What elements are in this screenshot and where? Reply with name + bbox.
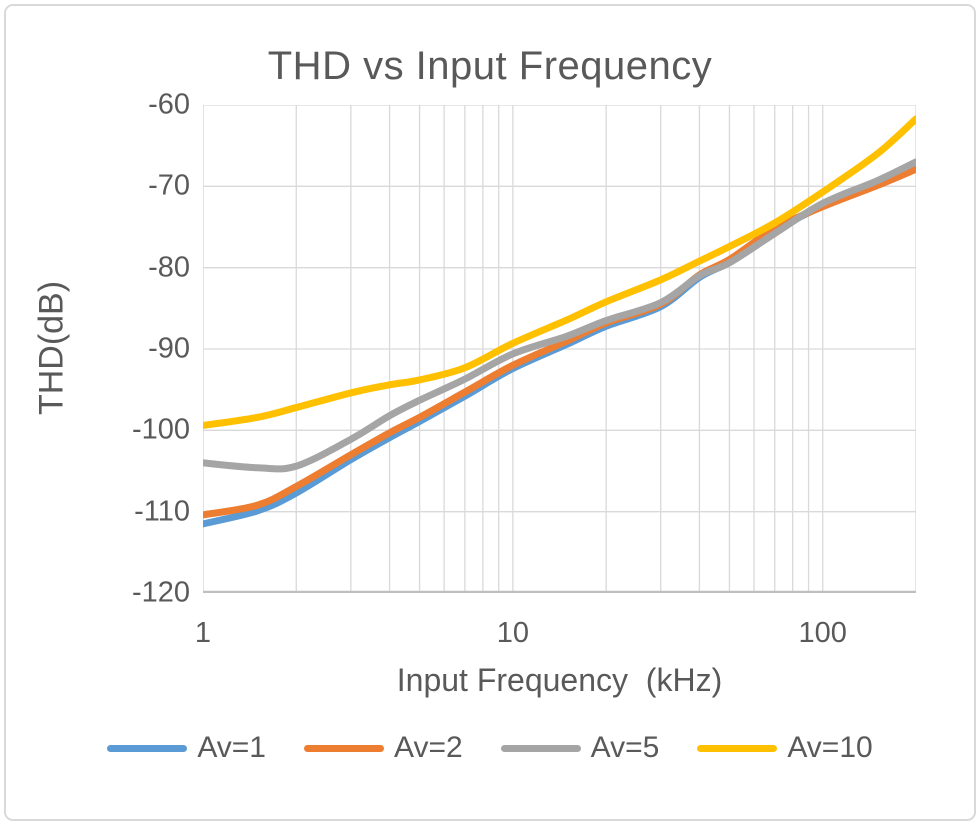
legend-item-av10: Av=10 (697, 731, 873, 765)
series-line-av10 (203, 115, 916, 429)
x-tick-label: 10 (496, 617, 529, 649)
y-tick-label: -120 (131, 576, 190, 609)
chart-title: THD vs Input Frequency (267, 44, 713, 88)
legend-label: Av=2 (393, 731, 463, 764)
chart-frame (4, 4, 976, 821)
legend: Av=1 Av=2 Av=5 Av=10 (0, 731, 980, 765)
legend-line-swatch (107, 744, 188, 752)
y-tick-label: -60 (148, 88, 190, 121)
legend-label: Av=5 (590, 731, 660, 764)
series-line-av5 (203, 158, 916, 473)
y-axis-title: THD(dB) (32, 280, 71, 416)
y-tick-label: -100 (131, 413, 190, 446)
y-tick-label: -90 (148, 332, 190, 365)
legend-line-swatch (303, 744, 384, 752)
legend-label: Av=10 (787, 731, 873, 764)
y-tick-label: -80 (148, 251, 190, 284)
legend-item-av5: Av=5 (500, 731, 660, 765)
y-tick-label: -70 (148, 169, 190, 202)
x-tick-label: 100 (798, 617, 847, 649)
legend-label: Av=1 (197, 731, 266, 764)
y-tick-label: -110 (134, 495, 190, 528)
plot-area (203, 105, 916, 593)
legend-line-swatch (500, 744, 581, 752)
legend-item-av2: Av=2 (303, 731, 463, 765)
x-tick-label: 1 (194, 617, 212, 649)
legend-line-swatch (697, 744, 778, 752)
x-axis-title: Input Frequency (kHz) (396, 662, 723, 698)
legend-item-av1: Av=1 (107, 731, 266, 765)
